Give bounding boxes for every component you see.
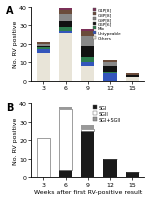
Bar xyxy=(81,32,94,37)
Bar xyxy=(103,159,117,178)
Bar xyxy=(81,126,94,130)
Bar xyxy=(103,63,117,67)
Bar xyxy=(37,48,50,50)
Bar xyxy=(59,22,72,28)
Bar xyxy=(81,37,94,46)
Bar xyxy=(59,32,72,33)
Bar xyxy=(37,54,50,81)
Bar xyxy=(59,9,72,11)
Bar xyxy=(37,50,50,54)
X-axis label: Weeks after first RV-positive result: Weeks after first RV-positive result xyxy=(34,189,142,194)
Text: B: B xyxy=(6,102,14,112)
Bar xyxy=(37,44,50,46)
Bar xyxy=(81,67,94,81)
Bar xyxy=(126,74,139,76)
Bar xyxy=(59,33,72,81)
Bar xyxy=(59,11,72,15)
Bar xyxy=(103,61,117,63)
Bar xyxy=(81,57,94,63)
Text: A: A xyxy=(6,6,14,16)
Legend: SGI, SGII, SGI+SGII: SGI, SGII, SGI+SGII xyxy=(93,105,122,122)
Bar xyxy=(59,109,72,170)
Legend: G1P[8], G3P[8], G9P[8], G6P[6], Mix, Untypeable, Others: G1P[8], G3P[8], G9P[8], G6P[6], Mix, Unt… xyxy=(92,8,122,41)
Bar xyxy=(103,74,117,81)
Bar xyxy=(59,28,72,32)
Bar xyxy=(81,30,94,32)
Bar xyxy=(103,67,117,72)
Bar xyxy=(103,72,117,74)
Y-axis label: No. RV positive: No. RV positive xyxy=(13,117,18,164)
Y-axis label: No. RV positive: No. RV positive xyxy=(13,21,18,68)
Bar xyxy=(126,76,139,78)
Bar xyxy=(126,78,139,81)
Bar xyxy=(59,170,72,178)
Bar xyxy=(126,172,139,178)
Bar xyxy=(37,139,50,178)
Bar xyxy=(37,46,50,48)
Bar xyxy=(81,46,94,57)
Bar xyxy=(59,15,72,22)
Bar xyxy=(37,43,50,44)
Bar xyxy=(81,130,94,131)
Bar xyxy=(81,131,94,178)
Bar xyxy=(81,63,94,67)
Bar xyxy=(59,107,72,109)
